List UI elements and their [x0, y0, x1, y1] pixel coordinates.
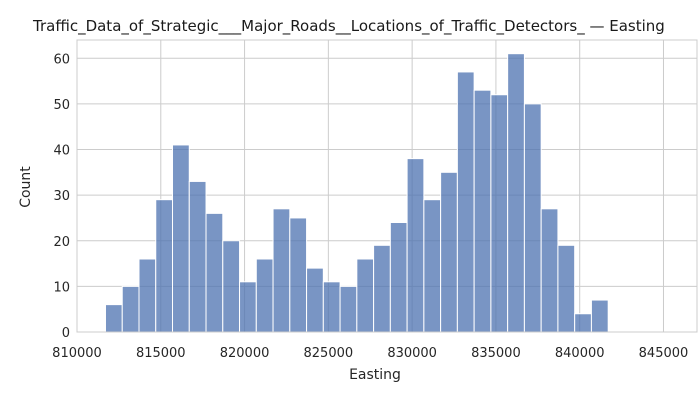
x-tick-label: 840000 [555, 346, 605, 361]
histogram-bar [574, 313, 592, 333]
histogram-bar [507, 53, 525, 333]
chart-title: Traffic_Data_of_Strategic___Major_Roads_… [32, 17, 665, 36]
x-tick-label: 830000 [387, 346, 437, 361]
histogram-bar [255, 258, 274, 333]
y-tick-label: 40 [53, 144, 70, 159]
histogram-bar [540, 208, 559, 333]
histogram-bar [373, 244, 391, 333]
y-axis-label: Count [18, 166, 34, 208]
histogram-bar [138, 258, 157, 333]
histogram-bar [172, 144, 190, 333]
y-tick-label: 30 [53, 189, 70, 204]
y-tick-label: 20 [53, 235, 70, 250]
histogram-bar [389, 222, 408, 333]
y-tick-label: 50 [53, 98, 70, 113]
histogram-bar [456, 71, 475, 333]
histogram-bar [289, 217, 308, 333]
x-tick-label: 815000 [136, 346, 186, 361]
x-tick-label: 825000 [304, 346, 354, 361]
histogram-bar [356, 258, 375, 333]
histogram-bar [322, 281, 341, 333]
histogram-bar [440, 171, 458, 333]
histogram-bar [121, 285, 140, 333]
histogram-bar [155, 199, 174, 333]
y-tick-label: 0 [62, 326, 70, 341]
histogram-bar [339, 285, 358, 333]
plot-border [76, 39, 698, 333]
histogram-bar [306, 267, 324, 333]
histogram-bar [104, 304, 123, 333]
axes-frame [76, 39, 698, 333]
histogram-bar [590, 299, 609, 333]
y-tick-label: 60 [53, 52, 70, 67]
histogram-bar [557, 244, 576, 333]
histogram-bar [188, 180, 207, 333]
histogram-bar [490, 94, 509, 333]
histogram-bar [473, 89, 492, 333]
y-tick-labels: 0 10 20 30 40 50 60 [53, 52, 70, 341]
x-tick-label: 820000 [220, 346, 270, 361]
histogram-bar [239, 281, 257, 333]
histogram-bar [272, 208, 291, 333]
x-axis-label: Easting [349, 367, 401, 383]
histogram-bar [222, 240, 241, 333]
histogram-bar [205, 212, 224, 333]
histogram-bar [523, 103, 542, 333]
histogram-bar [406, 158, 425, 333]
y-tick-label: 10 [53, 280, 70, 295]
x-tick-label: 845000 [639, 346, 689, 361]
x-tick-labels: 810000 815000 820000 825000 830000 835000 8400… [52, 346, 688, 361]
x-tick-label: 810000 [52, 346, 102, 361]
bars [104, 53, 609, 333]
x-tick-label: 835000 [471, 346, 521, 361]
histogram-bar [423, 199, 442, 333]
